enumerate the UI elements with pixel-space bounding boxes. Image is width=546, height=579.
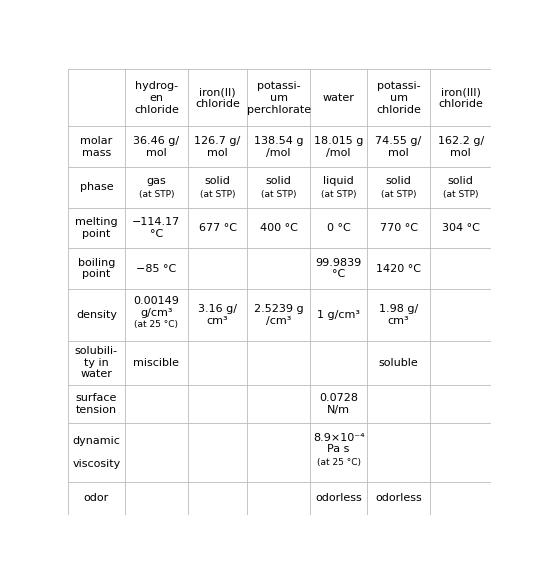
Text: 400 °C: 400 °C [260, 223, 298, 233]
Text: hydrog-
en
chloride: hydrog- en chloride [134, 82, 179, 115]
Text: solid: solid [205, 176, 230, 186]
Text: solid: solid [266, 176, 292, 186]
Text: iron(III)
chloride: iron(III) chloride [438, 87, 483, 109]
Text: solid: solid [385, 176, 412, 186]
Text: (at STP): (at STP) [200, 190, 235, 199]
Text: liquid: liquid [323, 176, 354, 186]
Text: 770 °C: 770 °C [379, 223, 418, 233]
Text: 8.9×10⁻⁴
Pa s: 8.9×10⁻⁴ Pa s [313, 433, 364, 455]
Text: water: water [323, 93, 354, 103]
Text: (at STP): (at STP) [381, 190, 416, 199]
Text: density: density [76, 310, 117, 320]
Text: 74.55 g/
mol: 74.55 g/ mol [376, 136, 422, 157]
Text: odor: odor [84, 493, 109, 504]
Text: 162.2 g/
mol: 162.2 g/ mol [438, 136, 484, 157]
Text: gas: gas [146, 176, 167, 186]
Text: −114.17
°C: −114.17 °C [132, 217, 181, 239]
Text: (at 25 °C): (at 25 °C) [317, 459, 360, 467]
Text: 1420 °C: 1420 °C [376, 263, 421, 274]
Text: melting
point: melting point [75, 217, 118, 239]
Text: odorless: odorless [315, 493, 362, 504]
Text: 99.9839
°C: 99.9839 °C [316, 258, 361, 280]
Text: solubili-
ty in
water: solubili- ty in water [75, 346, 118, 379]
Text: phase: phase [80, 182, 113, 192]
Text: 0 °C: 0 °C [327, 223, 351, 233]
Text: molar
mass: molar mass [80, 136, 112, 157]
Text: soluble: soluble [379, 358, 418, 368]
Text: potassi-
um
perchlorate: potassi- um perchlorate [247, 82, 311, 115]
Text: (at STP): (at STP) [261, 190, 296, 199]
Text: 304 °C: 304 °C [442, 223, 480, 233]
Text: 677 °C: 677 °C [199, 223, 236, 233]
Text: 0.00149
g/cm³: 0.00149 g/cm³ [133, 296, 179, 318]
Text: iron(II)
chloride: iron(II) chloride [195, 87, 240, 109]
Text: miscible: miscible [133, 358, 180, 368]
Text: boiling
point: boiling point [78, 258, 115, 280]
Text: 0.0728
N/m: 0.0728 N/m [319, 393, 358, 415]
Text: 126.7 g/
mol: 126.7 g/ mol [194, 136, 241, 157]
Text: (at STP): (at STP) [443, 190, 479, 199]
Text: (at STP): (at STP) [139, 190, 174, 199]
Text: −85 °C: −85 °C [136, 263, 176, 274]
Text: surface
tension: surface tension [76, 393, 117, 415]
Text: dynamic

viscosity: dynamic viscosity [72, 436, 121, 469]
Text: solid: solid [448, 176, 474, 186]
Text: odorless: odorless [375, 493, 422, 504]
Text: (at STP): (at STP) [321, 190, 357, 199]
Text: 1.98 g/
cm³: 1.98 g/ cm³ [379, 304, 418, 326]
Text: 3.16 g/
cm³: 3.16 g/ cm³ [198, 304, 237, 326]
Text: 1 g/cm³: 1 g/cm³ [317, 310, 360, 320]
Text: (at 25 °C): (at 25 °C) [134, 320, 179, 329]
Text: 18.015 g
/mol: 18.015 g /mol [314, 136, 363, 157]
Text: 138.54 g
/mol: 138.54 g /mol [254, 136, 304, 157]
Text: 2.5239 g
/cm³: 2.5239 g /cm³ [254, 304, 304, 326]
Text: 36.46 g/
mol: 36.46 g/ mol [133, 136, 180, 157]
Text: potassi-
um
chloride: potassi- um chloride [376, 82, 421, 115]
